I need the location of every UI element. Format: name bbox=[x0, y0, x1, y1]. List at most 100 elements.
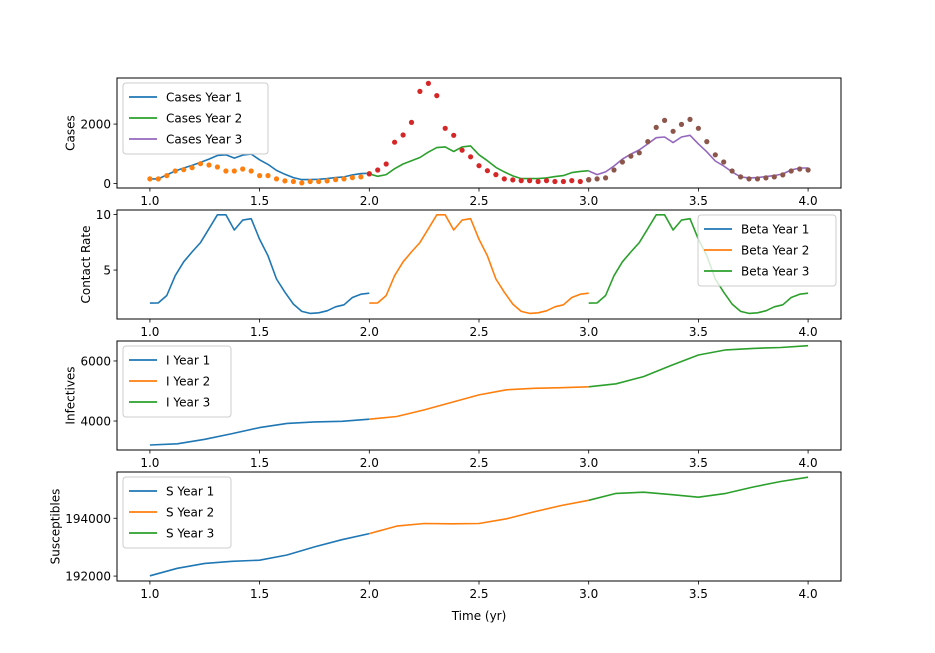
data-point-data-year-2 bbox=[535, 178, 541, 185]
data-point-data-year-1 bbox=[155, 176, 161, 182]
legend-box bbox=[122, 345, 232, 418]
data-point-data-year-2 bbox=[375, 167, 381, 173]
x-tick-label: 1.0 bbox=[140, 587, 159, 601]
series-line-i-year-2 bbox=[369, 386, 589, 420]
legend: Cases Year 1 Cases Year 2 Cases Year 3 bbox=[122, 82, 269, 155]
legend-box bbox=[697, 214, 837, 287]
data-point-data-year-3 bbox=[678, 121, 685, 127]
data-point-data-year-1 bbox=[231, 168, 237, 174]
data-point-data-year-1 bbox=[333, 177, 339, 183]
data-point-data-year-2 bbox=[425, 80, 431, 86]
data-point-data-year-1 bbox=[197, 161, 204, 167]
data-point-data-year-3 bbox=[653, 124, 659, 130]
legend-label: Cases Year 1 bbox=[166, 91, 242, 105]
data-point-data-year-1 bbox=[307, 178, 313, 185]
data-point-data-year-3 bbox=[771, 174, 777, 180]
data-point-data-year-1 bbox=[299, 180, 305, 186]
data-point-data-year-2 bbox=[383, 161, 389, 167]
data-point-data-year-3 bbox=[670, 128, 676, 134]
series-line-s-year-2 bbox=[369, 499, 589, 535]
y-tick-label: 192000 bbox=[65, 570, 111, 584]
data-point-data-year-3 bbox=[704, 139, 710, 145]
x-tick-label: 2.0 bbox=[360, 194, 379, 208]
legend-label: S Year 1 bbox=[166, 485, 214, 499]
series-line-i-year-3 bbox=[588, 344, 809, 388]
x-tick-label: 1.5 bbox=[250, 456, 269, 470]
data-point-data-year-1 bbox=[358, 174, 364, 180]
data-point-data-year-3 bbox=[594, 176, 600, 182]
data-point-data-year-3 bbox=[797, 166, 803, 172]
series-line-beta-year-2 bbox=[369, 214, 589, 315]
series-line-i-year-1 bbox=[149, 418, 370, 446]
x-tick-label: 1.5 bbox=[250, 325, 269, 339]
series-line-s-year-3 bbox=[588, 476, 809, 502]
y-axis-label: Contact Rate bbox=[79, 225, 93, 303]
data-point-data-year-2 bbox=[569, 178, 575, 184]
data-point-data-year-3 bbox=[729, 168, 735, 174]
data-point-data-year-1 bbox=[172, 168, 178, 174]
y-tick-label: 6000 bbox=[80, 354, 111, 368]
y-axis-label: Cases bbox=[64, 115, 78, 151]
data-point-data-year-2 bbox=[518, 178, 524, 184]
legend-label: S Year 2 bbox=[166, 506, 214, 520]
x-tick-label: 2.5 bbox=[469, 456, 488, 470]
x-tick-label: 3.5 bbox=[689, 456, 708, 470]
data-point-data-year-1 bbox=[282, 178, 288, 184]
legend: Beta Year 1 Beta Year 2 Beta Year 3 bbox=[697, 214, 837, 287]
x-tick-label: 1.5 bbox=[250, 194, 269, 208]
data-point-data-year-2 bbox=[484, 168, 490, 174]
y-tick-label: 5 bbox=[103, 264, 111, 278]
data-point-data-year-1 bbox=[316, 178, 322, 185]
legend: I Year 1 I Year 2 I Year 3 bbox=[122, 345, 232, 418]
x-tick-label: 3.5 bbox=[689, 587, 708, 601]
x-tick-label: 2.0 bbox=[360, 587, 379, 601]
data-point-data-year-2 bbox=[408, 119, 415, 125]
data-point-data-year-1 bbox=[223, 168, 229, 174]
series-line-s-year-1 bbox=[149, 532, 370, 577]
data-point-data-year-1 bbox=[147, 176, 153, 182]
series-line-beta-year-1 bbox=[149, 214, 370, 315]
data-point-data-year-3 bbox=[611, 167, 617, 173]
data-point-data-year-2 bbox=[476, 163, 482, 169]
data-point-data-year-2 bbox=[459, 147, 465, 153]
data-point-data-year-3 bbox=[662, 117, 668, 123]
data-point-data-year-2 bbox=[417, 88, 423, 94]
data-point-data-year-3 bbox=[603, 175, 609, 181]
data-point-data-year-2 bbox=[392, 139, 398, 145]
x-tick-label: 1.0 bbox=[140, 456, 159, 470]
data-point-data-year-2 bbox=[366, 171, 372, 177]
x-tick-label: 2.0 bbox=[360, 456, 379, 470]
data-point-data-year-1 bbox=[257, 173, 263, 179]
legend-label: Beta Year 2 bbox=[741, 244, 809, 258]
data-point-data-year-2 bbox=[560, 178, 567, 185]
y-tick-label: 0 bbox=[103, 177, 111, 191]
data-point-data-year-3 bbox=[645, 139, 651, 145]
data-point-data-year-2 bbox=[527, 178, 533, 184]
y-tick-label: 2000 bbox=[80, 118, 111, 132]
x-tick-label: 3.0 bbox=[579, 325, 598, 339]
y-tick-label: 4000 bbox=[80, 415, 111, 429]
data-point-data-year-1 bbox=[164, 173, 170, 179]
data-point-data-year-1 bbox=[341, 176, 347, 182]
data-point-data-year-3 bbox=[619, 159, 626, 165]
legend-label: I Year 3 bbox=[166, 396, 210, 410]
data-point-data-year-3 bbox=[780, 172, 786, 178]
x-tick-label: 2.5 bbox=[469, 194, 488, 208]
x-axis-label: Time (yr) bbox=[451, 609, 507, 623]
legend-label: Cases Year 2 bbox=[166, 112, 242, 126]
data-point-data-year-2 bbox=[442, 125, 448, 131]
data-point-data-year-2 bbox=[543, 178, 550, 184]
data-point-data-year-2 bbox=[493, 172, 499, 178]
data-point-data-year-3 bbox=[687, 116, 693, 122]
x-tick-label: 2.5 bbox=[469, 587, 488, 601]
data-point-data-year-1 bbox=[273, 176, 280, 182]
data-point-data-year-2 bbox=[552, 178, 558, 185]
data-point-data-year-1 bbox=[181, 167, 187, 173]
legend-box bbox=[122, 476, 232, 549]
data-point-data-year-1 bbox=[349, 175, 355, 181]
data-point-data-year-2 bbox=[501, 176, 507, 182]
x-tick-label: 4.0 bbox=[799, 587, 818, 601]
